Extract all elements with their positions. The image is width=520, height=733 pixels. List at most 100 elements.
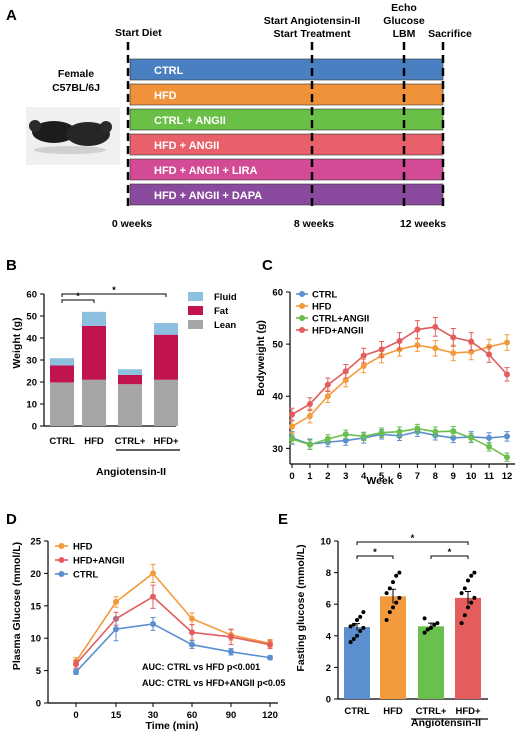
event-label-lbm: LBM [393, 28, 416, 40]
b-xtick-label: CTRL+ [115, 436, 146, 447]
d-ytick-label: 0 [36, 699, 41, 710]
d-ytick-label: 5 [36, 666, 42, 677]
e-ytick-label: 2 [326, 663, 331, 674]
e-point-hfd [387, 586, 392, 591]
e-point-ctrl [351, 622, 356, 627]
c-legend-marker-ctrl [299, 291, 305, 297]
e-point-hfd [397, 570, 402, 575]
b-ytick-label: 0 [32, 422, 37, 433]
d-point-ctrl [150, 620, 156, 627]
c-point-hfd [342, 377, 349, 384]
c-point-ctrl-angii [342, 431, 349, 438]
c-legend-marker-hfd-angii [299, 327, 305, 333]
e-significance-bracket [430, 555, 469, 559]
c-xtick-label: 3 [343, 471, 348, 482]
d-line-hfd [75, 572, 271, 662]
b-ytick-label: 50 [26, 312, 37, 323]
e-point-hfd [394, 600, 399, 605]
e-significance-bracket [356, 555, 394, 559]
d-point-ctrl [73, 668, 79, 675]
c-point-hfd-angii [450, 334, 457, 341]
d-point-hfd [113, 598, 119, 605]
d-point-ctrl [228, 648, 234, 655]
group-bar-label-hfd-angii-lira: HFD + ANGII + LIRA [154, 165, 258, 177]
d-point-ctrl [113, 626, 119, 633]
d-point-ctrl [189, 641, 195, 648]
b-bar-fat-ctrl [50, 365, 74, 383]
mouse-label-sex: Female [58, 68, 94, 80]
b-xtick-label: HFD [84, 436, 104, 447]
d-point-hfd-angii [189, 629, 195, 636]
d-ytick-label: 15 [30, 601, 41, 612]
e-bar-ctrl [418, 626, 444, 699]
e-point-ctrl [351, 636, 356, 641]
e-point-hfd [397, 595, 402, 600]
mouse-label-strain: C57BL/6J [52, 82, 100, 94]
group-bar-hfd-angii [129, 133, 444, 156]
c-legend-label-hfd: HFD [312, 302, 332, 313]
d-annotation-2: AUC: CTRL vs HFD+ANGII p<0.05 [142, 678, 285, 688]
d-line-hfd-angii [75, 595, 271, 665]
e-point-hfd [469, 600, 474, 605]
b-significance-star: * [112, 285, 116, 296]
d-ytick-label: 25 [30, 537, 41, 548]
event-label-start-angiotensin: Start Angiotensin-II [264, 15, 361, 27]
c-xtick-label: 1 [307, 471, 313, 482]
c-point-ctrl-angii [324, 435, 331, 442]
b-ytick-label: 10 [26, 400, 37, 411]
e-xtick-label: HFD [383, 706, 403, 717]
e-point-ctrl [422, 616, 427, 621]
c-point-hfd [450, 349, 457, 356]
e-bar-ctrl [344, 627, 370, 699]
c-point-hfd-angii [468, 338, 475, 345]
e-point-ctrl [429, 625, 433, 630]
b-bar-fat-ctrl [118, 374, 142, 385]
c-point-hfd [504, 339, 510, 346]
c-point-ctrl [342, 437, 349, 444]
c-legend-marker-ctrl-angii [299, 315, 305, 321]
c-xtick-label: 5 [379, 471, 385, 482]
c-point-hfd-angii [306, 401, 313, 408]
d-point-hfd-angii [150, 593, 156, 600]
e-point-hfd [462, 586, 467, 591]
c-ytick-label: 30 [272, 444, 283, 455]
fasting-glucose-chart: Fasting glucose (mmol/L) Angiotensin-II … [295, 533, 488, 729]
d-legend-label-hfd-angii: HFD+ANGII [73, 556, 124, 567]
b-ytick-label: 20 [26, 378, 37, 389]
c-ytick-label: 40 [272, 392, 283, 403]
e-point-hfd [387, 610, 392, 615]
c-xtick-label: 4 [361, 471, 367, 482]
d-xtick-label: 60 [187, 710, 198, 721]
e-point-hfd [466, 605, 470, 610]
group-bar-label-hfd: HFD [154, 90, 177, 102]
c-point-hfd-angii [378, 346, 385, 353]
c-point-ctrl-angii [432, 428, 439, 435]
c-xlabel: Week [366, 475, 393, 487]
b-bar-lean-ctrl [50, 382, 74, 426]
e-point-hfd [462, 613, 467, 618]
week-label-8: 8 weeks [294, 218, 334, 230]
d-xtick-label: 15 [111, 710, 122, 721]
panel-label-a: A [6, 7, 17, 24]
e-point-ctrl [435, 621, 440, 626]
body-composition-chart: Weight (g) Angiotensin-II 0 10 20 30 40 50 60 C… [11, 285, 237, 478]
e-point-ctrl [361, 625, 366, 630]
event-label-sacrifice: Sacrifice [428, 28, 472, 40]
e-xtick-label: CTRL+ [416, 706, 447, 717]
d-legend-label-hfd: HFD [73, 542, 93, 553]
c-xtick-label: 10 [466, 471, 477, 482]
c-point-ctrl-angii [306, 441, 313, 448]
c-legend-label-ctrl-angii: CTRL+ANGII [312, 314, 369, 325]
c-xtick-label: 2 [325, 471, 330, 482]
week-label-0: 0 weeks [112, 218, 152, 230]
c-point-hfd-angii [360, 352, 367, 359]
d-point-hfd [150, 570, 156, 577]
e-bar-hfd [380, 596, 406, 699]
e-ylabel: Fasting glucose (mmol/L) [295, 544, 307, 671]
event-label-glucose: Glucose [383, 15, 425, 27]
b-ytick-label: 30 [26, 356, 37, 367]
d-annotation-1: AUC: CTRL vs HFD p<0.001 [142, 662, 260, 672]
b-legend-label-fluid: Fluid [214, 292, 237, 303]
